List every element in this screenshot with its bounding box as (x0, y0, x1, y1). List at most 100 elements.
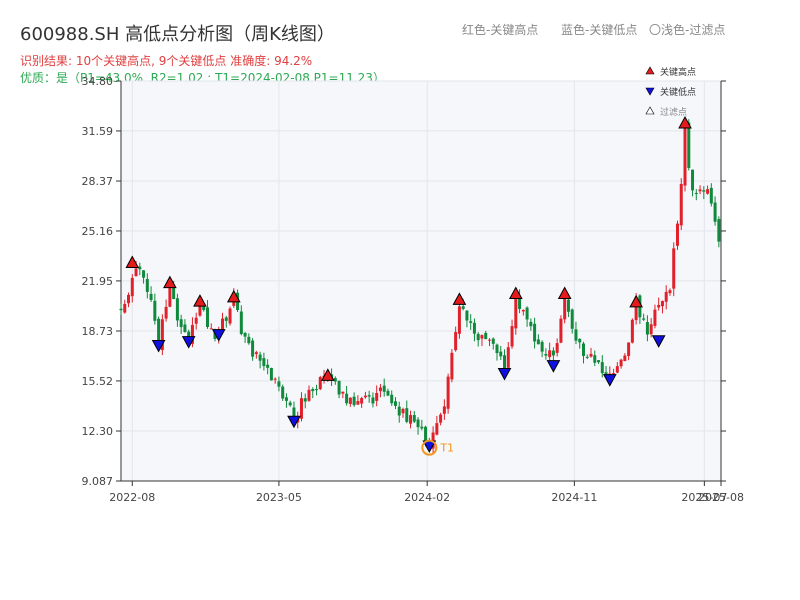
candle-body (292, 407, 296, 421)
candle-body (198, 305, 202, 316)
candle-body (450, 352, 454, 380)
y-tick-label: 34.80 (82, 75, 114, 88)
candle-body (209, 328, 213, 330)
candle-body (315, 389, 319, 391)
candle-body (194, 317, 198, 324)
candle-body (409, 415, 413, 424)
candle-body (683, 121, 687, 186)
candle-body (706, 189, 710, 194)
candle-body (386, 390, 390, 396)
candle-body (472, 322, 476, 334)
candle-body (585, 356, 589, 358)
candle-body (713, 202, 717, 222)
candle-body (243, 332, 247, 337)
candle-body (653, 309, 657, 326)
y-tick-label: 31.59 (82, 125, 114, 138)
candle-body (348, 397, 352, 404)
candle-body (164, 306, 168, 319)
candle-body (645, 322, 649, 335)
candle-body (649, 324, 653, 335)
candle-body (307, 389, 311, 401)
candle-body (183, 324, 187, 332)
candle-body (461, 306, 465, 309)
candle-body (352, 396, 356, 406)
x-tick-label: 2022-08 (109, 491, 155, 504)
candle-body (687, 122, 691, 168)
candle-body (487, 339, 491, 341)
key-low-marker (211, 329, 226, 342)
candle-body (145, 279, 149, 292)
legend-filtered-symbol (645, 106, 655, 115)
candle-body (664, 291, 668, 302)
candle-body (691, 169, 695, 191)
candle-body (134, 268, 138, 277)
key-low-marker (287, 415, 301, 429)
candle-body (619, 359, 623, 367)
candle-body (175, 298, 179, 321)
candle-body (378, 387, 382, 392)
candle-body (484, 332, 488, 340)
candle-body (337, 380, 341, 395)
candle-body (333, 378, 337, 382)
candle-body (574, 329, 578, 341)
candle-body (623, 355, 627, 361)
candle-body (694, 192, 698, 194)
candle-body (228, 308, 232, 324)
legend-low-symbol (645, 87, 655, 96)
candle-body (544, 354, 548, 356)
t1-marker (421, 439, 438, 456)
y-tick-label: 28.37 (82, 175, 114, 188)
candle-body (390, 394, 394, 404)
key-high-marker (193, 294, 207, 307)
legend-label: 过滤点 (660, 106, 687, 118)
candle-body (262, 358, 266, 367)
y-tick-label: 21.95 (82, 275, 114, 288)
candle-body (476, 333, 480, 341)
candle-body (221, 318, 225, 330)
candle-body (412, 415, 416, 422)
candle-body (495, 344, 499, 354)
key-low-marker (151, 339, 166, 353)
candle-body (168, 286, 172, 307)
candle-body (138, 266, 142, 270)
candle-body (123, 303, 127, 313)
y-tick-label: 18.73 (82, 325, 114, 338)
candle-body (119, 308, 123, 311)
candle-body (457, 306, 461, 334)
candle-body (612, 373, 616, 375)
candle-body (345, 393, 349, 404)
candle-body (375, 392, 379, 401)
candle-body (630, 319, 634, 343)
candle-body (469, 321, 473, 323)
candle-body (311, 389, 315, 392)
candle-body (269, 368, 273, 381)
candle-body (190, 324, 194, 344)
x-tick-label: 2024-02 (404, 491, 450, 504)
candle-body (465, 310, 469, 321)
candle-body (442, 406, 446, 414)
candle-body (277, 381, 281, 387)
candle-body (702, 190, 706, 192)
candle-body (600, 362, 604, 374)
candle-body (160, 319, 164, 351)
candle-body (540, 341, 544, 352)
candle-body (251, 340, 255, 357)
candle-body (149, 293, 153, 300)
candle-body (491, 338, 495, 344)
candle-body (439, 414, 443, 423)
key-high-marker (678, 115, 692, 129)
t1-label: T1 (439, 442, 454, 455)
candle-body (642, 318, 646, 320)
candle-body (597, 360, 601, 363)
candle-body (709, 187, 713, 204)
candle-body (679, 183, 683, 226)
key-high-marker (452, 292, 467, 305)
key-high-marker (163, 275, 177, 289)
candle-body (341, 391, 345, 394)
candle-body (506, 347, 510, 368)
candle-body (589, 353, 593, 357)
key-high-marker (557, 286, 572, 299)
candle-body (258, 354, 262, 361)
candle-body (555, 343, 559, 353)
candle-body (533, 323, 537, 342)
